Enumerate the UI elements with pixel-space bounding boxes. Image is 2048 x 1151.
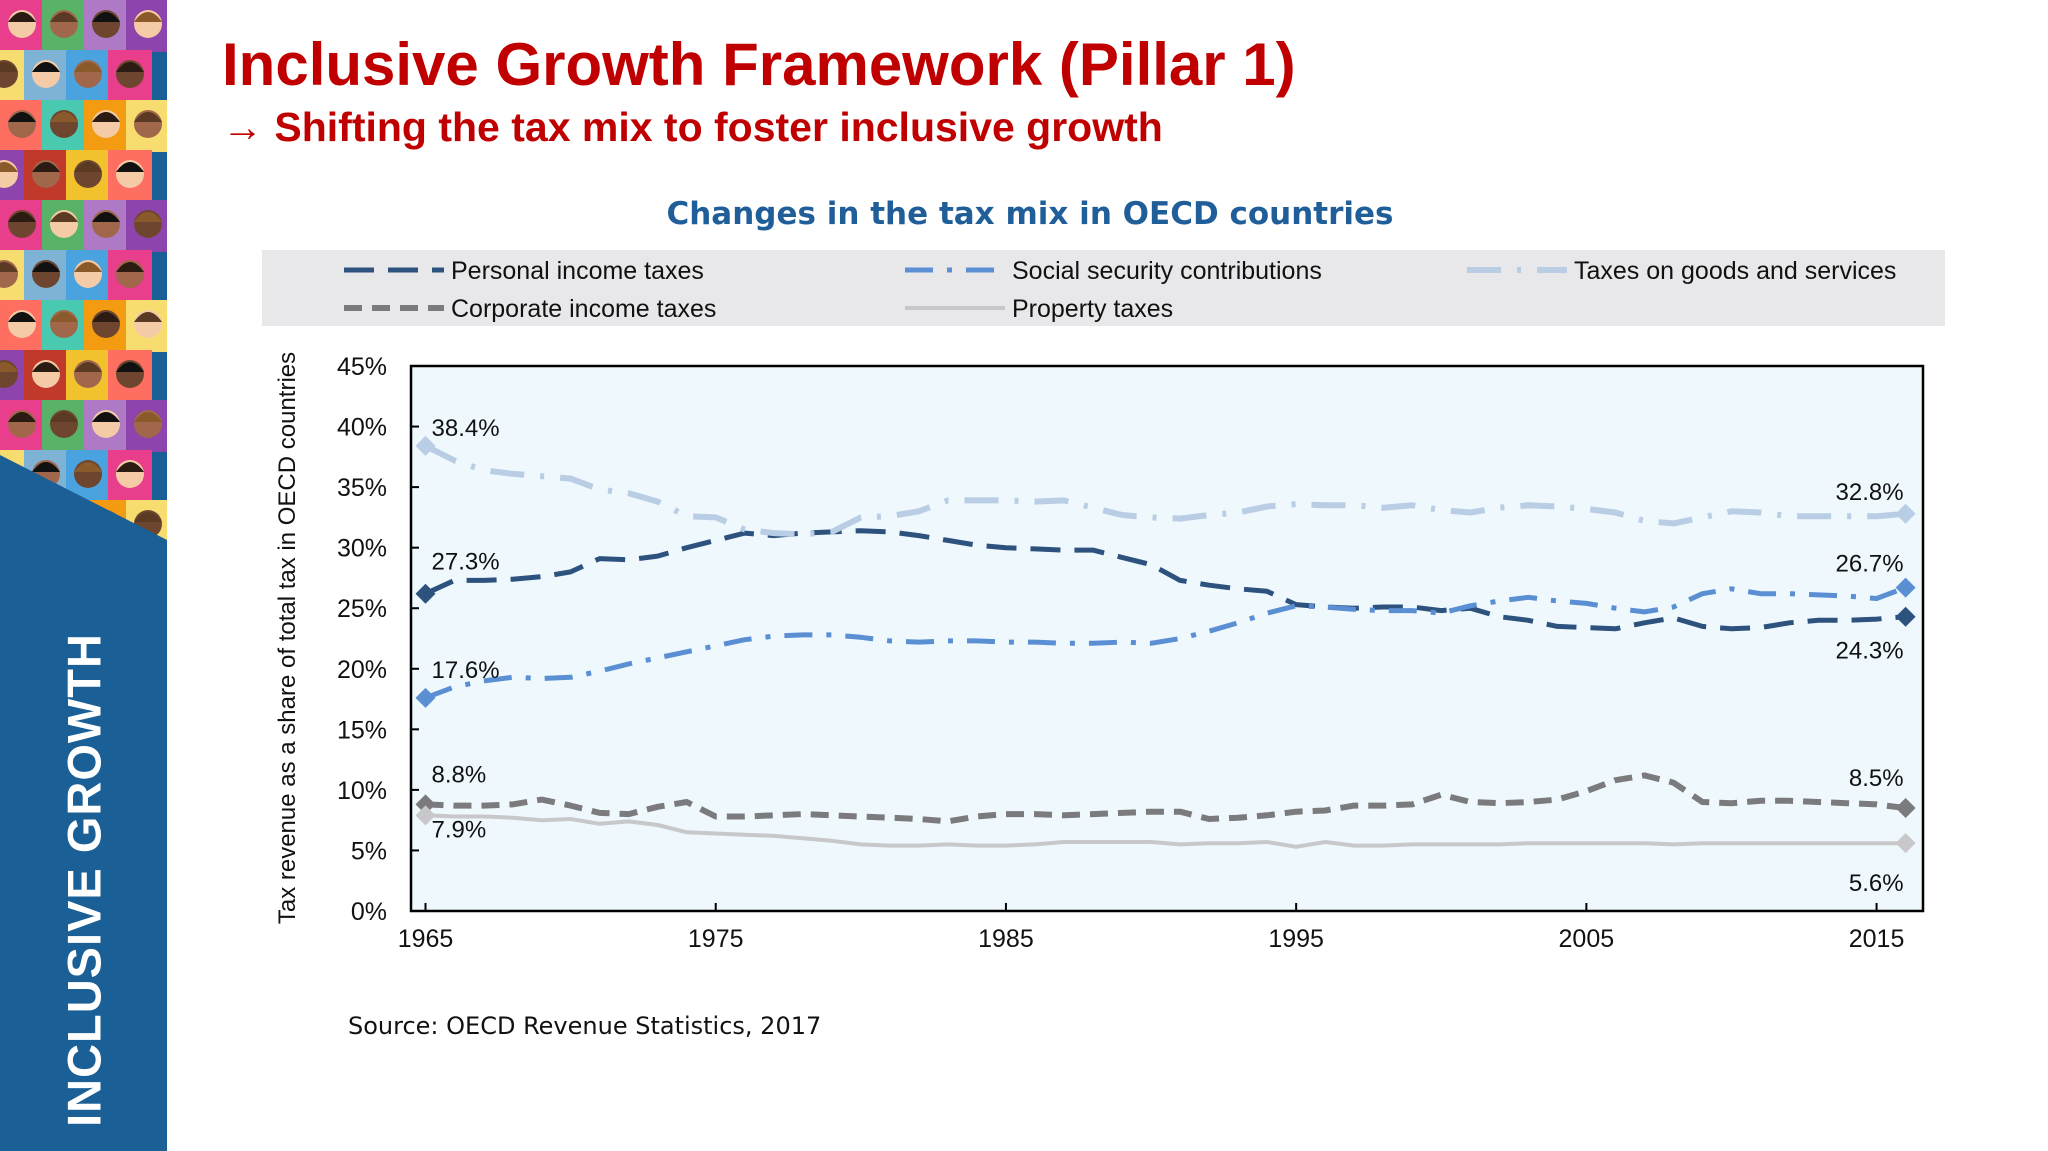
sidebar-banner: INCLUSIVE GROWTH [0,0,167,1151]
value-labels: 27.3% 24.3% 17.6% 26.7% 38.4% 32.8% 8.8% 8.5% 7.… [432,415,1904,897]
start-value-label: 17.6% [432,657,500,684]
plot-frame [409,364,1925,913]
legend-label-4: Property taxes [1012,295,1173,323]
people-illustration [0,0,167,540]
legend-box [262,250,1945,326]
series-line-3 [425,772,1906,825]
y-tick-label: 25% [337,595,387,623]
legend-label-2: Taxes on goods and services [1574,257,1896,285]
series-line-1 [424,585,1907,701]
y-tick-label: 10% [337,777,387,805]
series-layer [415,435,1916,854]
legend-label-0: Personal income taxes [451,257,704,285]
end-value-label: 8.5% [1849,765,1904,792]
x-tick-label: 1995 [1268,925,1324,953]
end-value-label: 24.3% [1836,638,1904,665]
x-tick-label: 2015 [1849,925,1905,953]
start-marker-4 [415,805,436,826]
start-value-label: 7.9% [432,816,487,843]
series-line-4 [425,813,1906,849]
chart-title: Changes in the tax mix in OECD countries [666,196,1394,232]
y-tick-label: 20% [337,656,387,684]
end-value-label: 5.6% [1849,870,1904,897]
series-line-0 [424,528,1906,632]
end-marker-3 [1895,798,1916,819]
y-tick-label: 0% [351,898,387,926]
y-tick-label: 40% [337,414,387,442]
legend: Personal income taxes Social security con… [344,257,1896,323]
axes-layer: 0% 5% 10% 15% 20% 25% 30% 35% 40% 45% 1965 1975 1985… [337,353,1904,953]
legend-label-1: Social security contributions [1012,257,1322,285]
y-tick-label: 5% [351,837,387,865]
x-tick-label: 1975 [688,925,744,953]
x-tick-label: 2005 [1559,925,1615,953]
start-value-label: 38.4% [432,415,500,442]
x-tick-label: 1965 [398,925,454,953]
end-marker-2 [1895,503,1916,524]
start-marker-1 [415,687,436,708]
end-value-label: 26.7% [1836,551,1904,578]
y-tick-label: 35% [337,474,387,502]
end-value-label: 32.8% [1836,479,1904,506]
slide-subtitle: → Shifting the tax mix to foster inclusi… [222,104,1163,150]
start-marker-2 [415,435,436,456]
y-tick-label: 30% [337,535,387,563]
source-note: Source: OECD Revenue Statistics, 2017 [348,1012,822,1040]
y-tick-label: 15% [337,716,387,744]
x-tick-label: 1985 [978,925,1034,953]
end-marker-4 [1895,833,1916,854]
slide-title: Inclusive Growth Framework (Pillar 1) [222,31,1296,98]
start-marker-0 [415,583,436,604]
end-marker-0 [1895,606,1916,627]
end-marker-1 [1895,577,1916,598]
y-tick-label: 45% [337,353,387,381]
legend-label-3: Corporate income taxes [451,295,716,323]
y-axis-label: Tax revenue as a share of total tax in O… [274,352,301,924]
start-value-label: 8.8% [432,761,487,788]
start-value-label: 27.3% [432,549,500,576]
series-line-2 [424,443,1906,538]
start-marker-3 [415,794,436,815]
